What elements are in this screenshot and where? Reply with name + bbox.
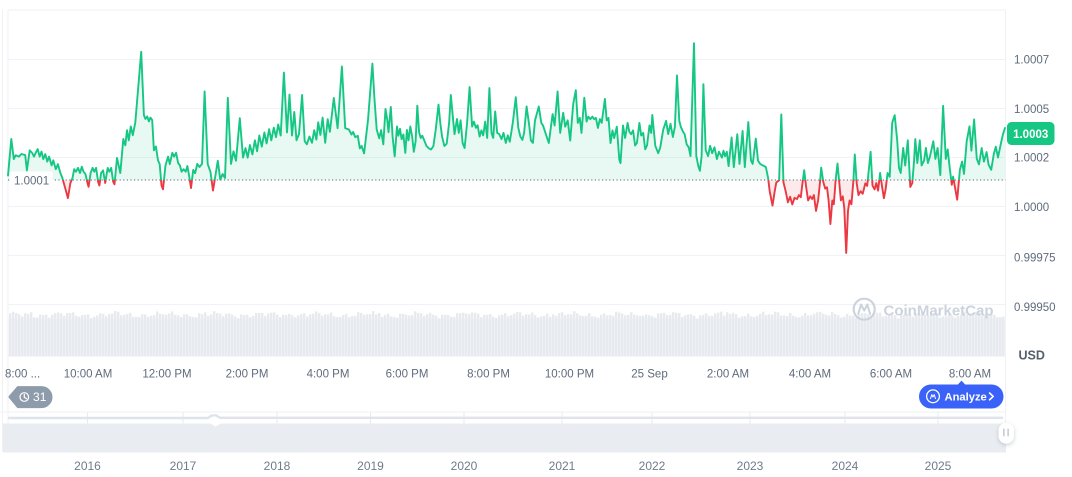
svg-text:2021: 2021 [549, 459, 576, 473]
svg-text:2019: 2019 [357, 459, 384, 473]
svg-text:CoinMarketCap: CoinMarketCap [884, 302, 994, 319]
svg-text:4:00 PM: 4:00 PM [307, 368, 350, 380]
svg-text:1.0005: 1.0005 [1014, 104, 1049, 116]
svg-text:2018: 2018 [264, 459, 291, 473]
svg-text:USD: USD [1019, 349, 1045, 363]
svg-text:4:00 AM: 4:00 AM [789, 368, 831, 380]
svg-text:8:00 PM: 8:00 PM [467, 368, 510, 380]
svg-text:1.0002: 1.0002 [1014, 152, 1049, 164]
svg-text:2025: 2025 [925, 459, 952, 473]
svg-text:2016: 2016 [74, 459, 101, 473]
svg-text:1.0000: 1.0000 [1014, 202, 1049, 214]
svg-text:2023: 2023 [737, 459, 764, 473]
svg-text:2020: 2020 [451, 459, 478, 473]
svg-text:6:00 PM: 6:00 PM [386, 368, 429, 380]
svg-text:10:00 AM: 10:00 AM [64, 368, 113, 380]
svg-text:0.99950: 0.99950 [1014, 302, 1056, 314]
svg-text:6:00 AM: 6:00 AM [870, 368, 912, 380]
svg-text:25 Sep: 25 Sep [631, 368, 667, 380]
svg-text:12:00 PM: 12:00 PM [142, 368, 191, 380]
svg-text:10:00 PM: 10:00 PM [545, 368, 594, 380]
svg-text:1.0007: 1.0007 [1014, 55, 1049, 67]
svg-text:31: 31 [33, 390, 47, 404]
svg-text:1.0003: 1.0003 [1013, 129, 1048, 141]
svg-text:Analyze: Analyze [945, 392, 987, 404]
svg-text:1.0001: 1.0001 [14, 176, 49, 188]
svg-text:2024: 2024 [832, 459, 859, 473]
svg-text:2:00 PM: 2:00 PM [226, 368, 269, 380]
svg-text:8:00 ...: 8:00 ... [5, 368, 40, 380]
svg-text:0.99975: 0.99975 [1014, 253, 1056, 265]
svg-text:2022: 2022 [639, 459, 666, 473]
svg-text:8:00 AM: 8:00 AM [949, 368, 991, 380]
svg-text:2017: 2017 [170, 459, 197, 473]
svg-text:2:00 AM: 2:00 AM [707, 368, 749, 380]
